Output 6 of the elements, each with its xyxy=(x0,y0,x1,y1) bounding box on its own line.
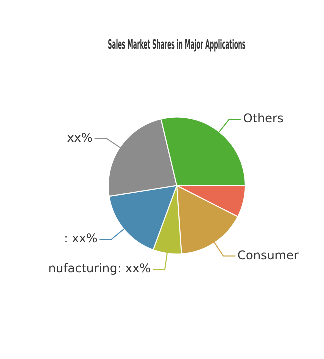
slice-label: Consumer xyxy=(238,248,299,262)
chart-title: Sales Market Shares in Major Applications xyxy=(108,38,246,54)
slice-label: nufacturing: xx% xyxy=(48,262,152,276)
slice-label: Others xyxy=(243,112,284,126)
slice-label: xx% xyxy=(67,130,93,145)
slice-label: : xx% xyxy=(64,232,98,246)
